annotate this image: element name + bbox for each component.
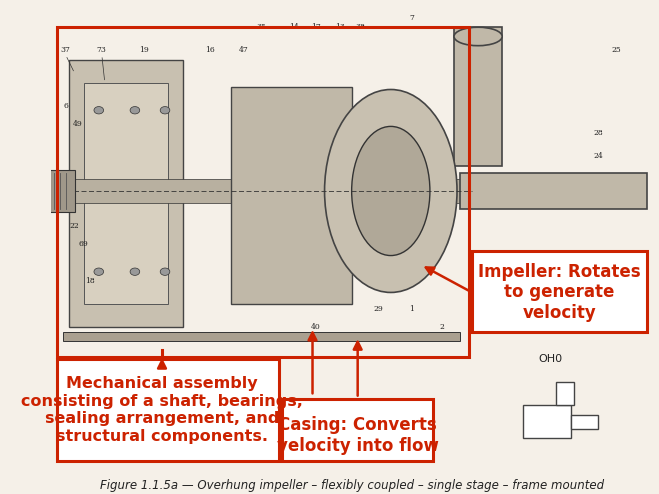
Text: 14: 14 <box>289 23 299 31</box>
Circle shape <box>130 107 140 114</box>
FancyBboxPatch shape <box>283 399 433 461</box>
Text: 19: 19 <box>139 46 149 54</box>
Text: 35: 35 <box>256 23 266 31</box>
Text: 7: 7 <box>409 14 415 22</box>
Text: 16: 16 <box>206 46 215 54</box>
Circle shape <box>130 268 140 275</box>
Polygon shape <box>51 179 472 203</box>
Circle shape <box>94 107 103 114</box>
Text: 25: 25 <box>612 46 621 54</box>
Ellipse shape <box>325 89 457 292</box>
Text: 1: 1 <box>409 305 415 313</box>
Text: Impeller: Rotates
to generate
velocity: Impeller: Rotates to generate velocity <box>478 263 641 322</box>
Text: 73: 73 <box>97 46 107 54</box>
Text: 29: 29 <box>374 305 384 313</box>
Polygon shape <box>556 382 575 406</box>
Polygon shape <box>69 59 183 327</box>
Ellipse shape <box>454 27 502 45</box>
FancyBboxPatch shape <box>472 251 646 331</box>
Text: 13: 13 <box>335 23 345 31</box>
Circle shape <box>160 268 170 275</box>
Circle shape <box>94 268 103 275</box>
Polygon shape <box>63 331 460 341</box>
Text: 69: 69 <box>79 240 88 248</box>
Text: 49: 49 <box>73 120 82 128</box>
Polygon shape <box>454 27 502 165</box>
Text: 28: 28 <box>594 129 604 137</box>
Polygon shape <box>45 170 74 212</box>
Text: 47: 47 <box>239 46 248 54</box>
Text: OH0: OH0 <box>538 354 562 364</box>
Text: 37: 37 <box>61 46 71 54</box>
Text: 38: 38 <box>356 23 366 31</box>
Ellipse shape <box>352 126 430 255</box>
Polygon shape <box>571 414 598 428</box>
Polygon shape <box>231 87 352 304</box>
Text: Casing: Converts
velocity into flow: Casing: Converts velocity into flow <box>277 416 439 455</box>
Polygon shape <box>460 172 646 209</box>
Text: 17: 17 <box>310 23 320 31</box>
Polygon shape <box>523 406 571 438</box>
Text: 6: 6 <box>63 102 68 110</box>
Text: 2: 2 <box>440 323 444 331</box>
Text: 24: 24 <box>594 152 604 161</box>
Circle shape <box>160 107 170 114</box>
Text: 18: 18 <box>85 277 95 285</box>
FancyBboxPatch shape <box>57 359 279 461</box>
Text: Mechanical assembly
consisting of a shaft, bearings,
sealing arrangement, and
st: Mechanical assembly consisting of a shaf… <box>21 376 303 444</box>
Polygon shape <box>84 82 168 304</box>
Text: Figure 1.1.5a — Overhung impeller – flexibly coupled – single stage – frame moun: Figure 1.1.5a — Overhung impeller – flex… <box>100 479 604 492</box>
Text: 22: 22 <box>70 222 80 230</box>
Text: 73: 73 <box>470 323 480 331</box>
Text: 40: 40 <box>310 323 320 331</box>
